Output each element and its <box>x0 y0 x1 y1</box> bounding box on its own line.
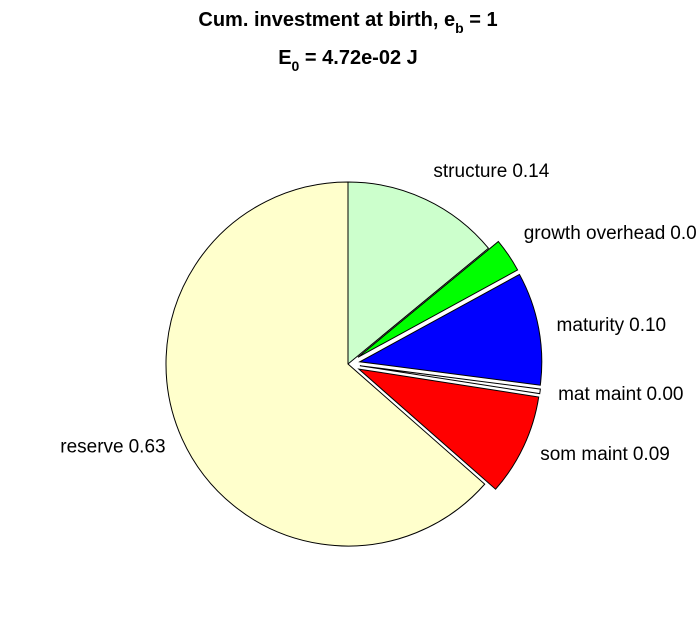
pie-slice <box>357 240 519 358</box>
slice-label: som maint 0.09 <box>540 444 670 465</box>
slice-label-name: growth overhead <box>524 223 666 244</box>
title-subscript: b <box>455 20 464 36</box>
subtitle-text: = 4.72e-02 J <box>299 47 417 69</box>
pie-slice <box>358 273 543 386</box>
slice-label: reserve 0.63 <box>60 437 165 458</box>
slice-label-value: 0.00 <box>646 384 683 405</box>
title-text: Cum. investment at birth, e <box>198 9 455 31</box>
pie-slice <box>359 365 541 395</box>
slice-label-name: som maint <box>540 444 628 465</box>
pie-slice <box>357 368 540 490</box>
slice-label: structure 0.14 <box>433 161 549 182</box>
slice-label-value: 0.09 <box>633 444 670 465</box>
subtitle-text: E <box>278 47 291 69</box>
slice-label-value: 0.63 <box>129 437 166 458</box>
pie-slice <box>347 181 490 366</box>
subtitle-subscript: 0 <box>292 58 300 74</box>
slice-label-name: structure <box>433 161 507 182</box>
slice-label-value: 0.03 <box>670 223 696 244</box>
slice-label: maturity 0.10 <box>557 315 667 336</box>
slice-label-name: maturity <box>557 315 625 336</box>
chart-title: Cum. investment at birth, eb = 1 <box>198 9 497 36</box>
pie-slice <box>165 181 486 547</box>
chart-subtitle: E0 = 4.72e-02 J <box>278 47 418 74</box>
title-text: = 1 <box>464 9 498 31</box>
slice-label-name: mat maint <box>558 384 642 405</box>
slice-label-value: 0.14 <box>512 161 549 182</box>
slice-label-value: 0.10 <box>629 315 666 336</box>
slice-label-name: reserve <box>60 437 123 458</box>
slice-label: mat maint 0.00 <box>558 384 683 405</box>
